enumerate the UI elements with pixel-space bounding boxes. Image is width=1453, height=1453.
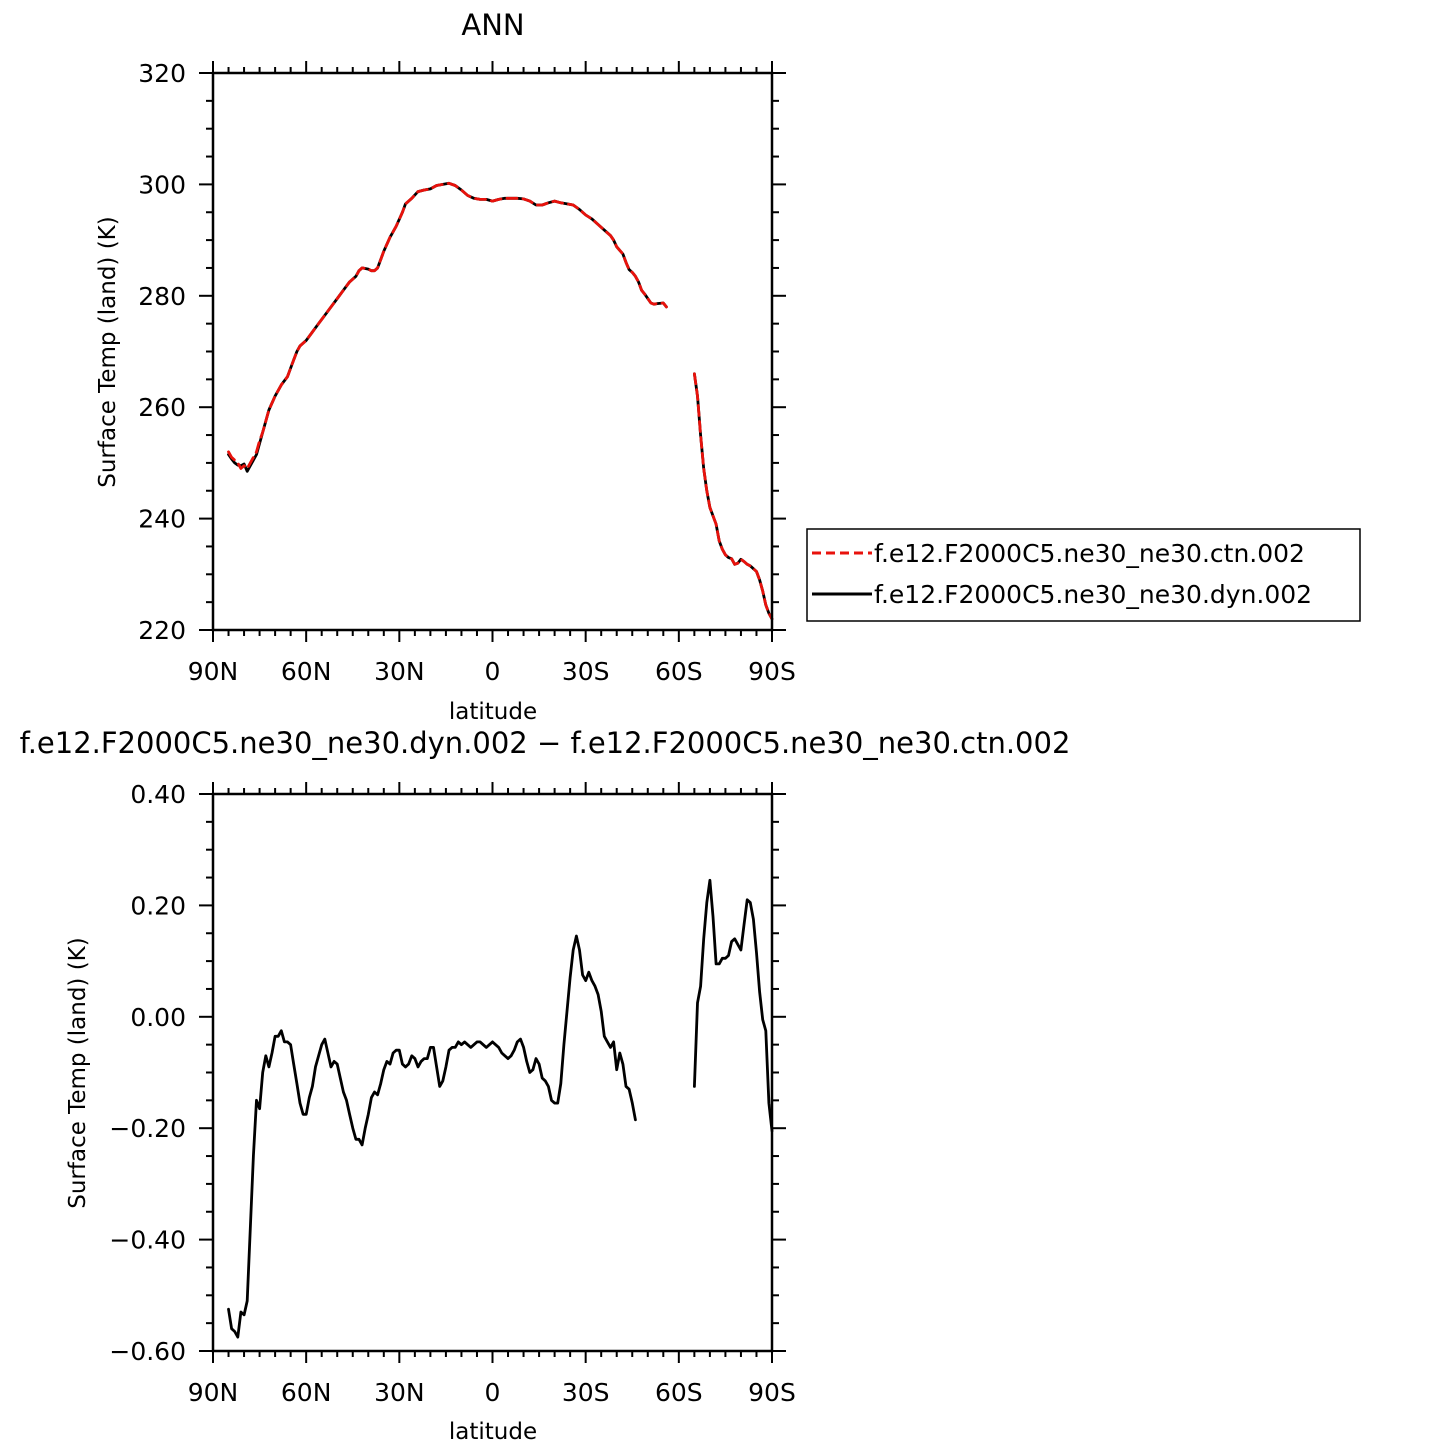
y-tick-label: 220 <box>138 616 186 645</box>
x-tick-label: 90S <box>748 1378 796 1407</box>
x-tick-label: 90N <box>188 1378 239 1407</box>
top-panel-y-axis-label: Surface Temp (land) (K) <box>95 216 121 488</box>
y-tick-label: −0.40 <box>109 1226 186 1255</box>
y-tick-label: 320 <box>138 59 186 88</box>
series-line-ctn-segment-1 <box>693 372 774 621</box>
legend-label-ctn: f.e12.F2000C5.ne30_ne30.ctn.002 <box>874 539 1305 568</box>
x-tick-label: 90N <box>188 657 239 686</box>
y-tick-label: 240 <box>138 505 186 534</box>
x-tick-label: 30S <box>562 1378 610 1407</box>
series-line-dyn-segment-1 <box>693 372 774 621</box>
legend: f.e12.F2000C5.ne30_ne30.ctn.002 f.e12.F2… <box>806 528 1361 622</box>
series-line-ctn-segment-0 <box>227 181 668 470</box>
x-tick-label: 90S <box>748 657 796 686</box>
x-tick-label: 30S <box>562 657 610 686</box>
top-panel-title: ANN <box>461 8 524 42</box>
top-panel-x-axis-label: latitude <box>449 699 537 725</box>
series-line-dyn-segment-0 <box>227 934 637 1339</box>
bottom-panel-title: f.e12.F2000C5.ne30_ne30.dyn.002 − f.e12.… <box>20 726 1071 760</box>
bottom-panel-ticks: 90N 60N 30N 0 30S 60S 90S −0.60 −0.40 −0.20 0.00 0.… <box>109 780 795 1407</box>
bottom-panel: f.e12.F2000C5.ne30_ne30.dyn.002 − f.e12.… <box>20 726 1071 1445</box>
legend-label-dyn: f.e12.F2000C5.ne30_ne30.dyn.002 <box>874 580 1312 609</box>
y-tick-label: 280 <box>138 282 186 311</box>
top-panel-ticks: 90N 60N 30N 0 30S 60S 90S 220 240 260 280 300 320 <box>138 59 796 686</box>
x-tick-label: 0 <box>485 657 501 686</box>
x-tick-label: 0 <box>485 1378 501 1407</box>
x-tick-label: 60N <box>281 657 332 686</box>
bottom-panel-lines <box>227 878 774 1339</box>
x-tick-label: 60S <box>655 1378 703 1407</box>
y-tick-label: 0.00 <box>130 1003 186 1032</box>
y-tick-label: −0.60 <box>109 1337 186 1366</box>
x-tick-label: 30N <box>374 657 425 686</box>
top-panel-lines <box>227 181 774 621</box>
bottom-panel-frame <box>211 792 774 1353</box>
x-tick-label: 60N <box>281 1378 332 1407</box>
top-panel: ANN 90N 60N 30N 0 30S 60S 90S 220 240 260 280 300 32… <box>95 8 796 725</box>
series-line-dyn-segment-1 <box>693 878 774 1133</box>
x-tick-label: 30N <box>374 1378 425 1407</box>
y-tick-label: −0.20 <box>109 1114 186 1143</box>
legend-box <box>806 528 1361 622</box>
y-tick-label: 260 <box>138 393 186 422</box>
x-tick-label: 60S <box>655 657 703 686</box>
y-tick-label: 0.40 <box>130 780 186 809</box>
y-tick-label: 0.20 <box>130 891 186 920</box>
y-tick-label: 300 <box>138 170 186 199</box>
bottom-panel-y-axis-label: Surface Temp (land) (K) <box>65 937 91 1209</box>
bottom-panel-x-axis-label: latitude <box>449 1419 537 1445</box>
